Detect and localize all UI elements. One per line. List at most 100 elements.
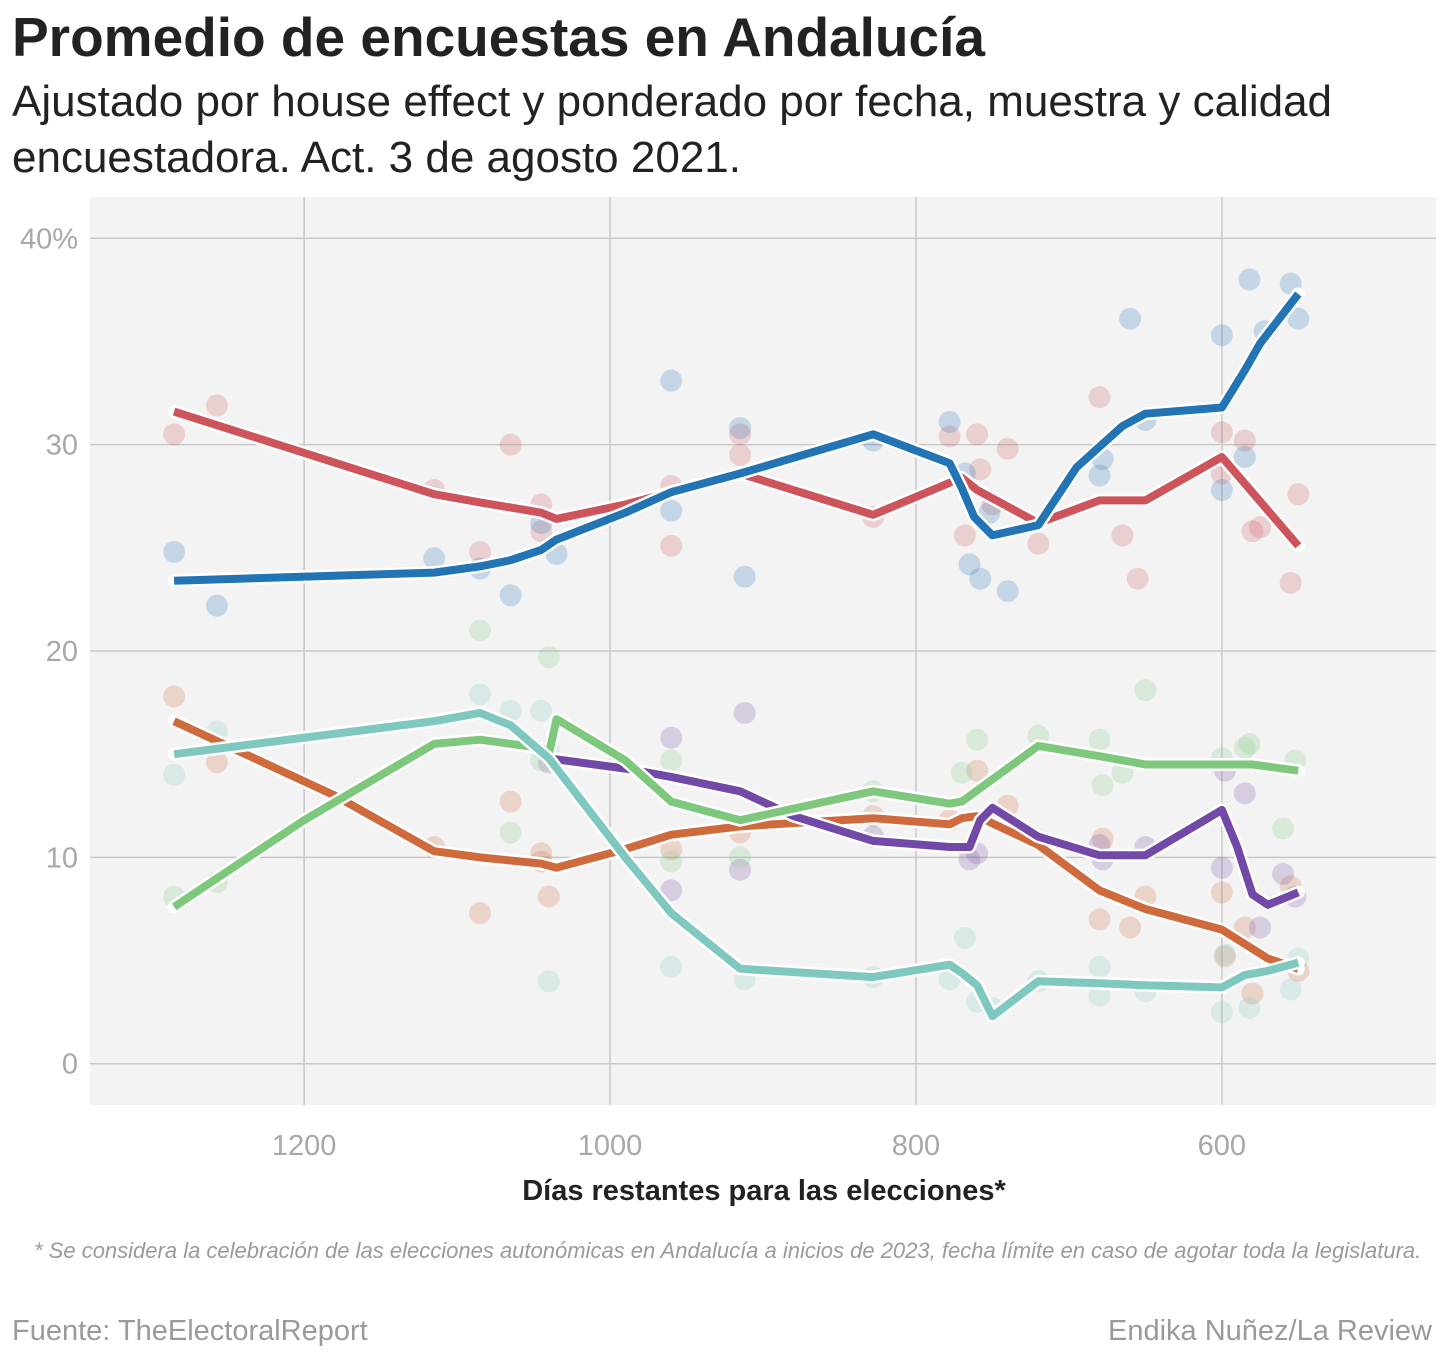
poll-points	[163, 268, 1310, 1024]
x-axis-ticks: 1200 1000 800 600	[272, 1130, 1246, 1162]
poll-point	[1119, 307, 1142, 330]
poll-point	[1238, 268, 1261, 291]
poll-point	[1233, 446, 1256, 469]
poll-point	[499, 433, 522, 456]
poll-point	[1091, 827, 1114, 850]
poll-point	[1088, 984, 1111, 1007]
poll-point	[966, 728, 989, 751]
poll-point	[938, 425, 961, 448]
poll-point	[660, 369, 683, 392]
poll-point	[953, 524, 976, 547]
poll-point	[1088, 908, 1111, 931]
series-line	[172, 407, 1302, 549]
poll-point	[969, 458, 992, 481]
series-line	[171, 715, 1299, 911]
poll-point	[1279, 978, 1302, 1001]
series-line	[172, 717, 1300, 973]
poll-point	[660, 749, 683, 772]
poll-point	[996, 437, 1019, 460]
poll-point	[537, 885, 560, 908]
source-text: Fuente: TheElectoralReport	[12, 1315, 368, 1347]
poll-point	[1241, 982, 1264, 1005]
poll-point	[729, 423, 752, 446]
poll-point	[660, 726, 683, 749]
poll-point	[1233, 782, 1256, 805]
poll-point	[1241, 520, 1264, 543]
poll-point	[950, 761, 973, 784]
poll-point	[530, 520, 553, 543]
grid-lines	[90, 197, 1436, 1105]
poll-point	[163, 685, 186, 708]
poll-point	[1210, 324, 1233, 347]
poll-point	[1249, 916, 1272, 939]
poll-point	[163, 540, 186, 563]
y-tick-label: 30	[46, 430, 78, 462]
poll-point	[660, 850, 683, 873]
footnote: * Se considera la celebración de las ele…	[34, 1238, 1422, 1263]
poll-point	[660, 534, 683, 557]
poll-point	[1088, 386, 1111, 409]
poll-point	[205, 751, 228, 774]
poll-point	[537, 970, 560, 993]
y-tick-label: 10	[46, 842, 78, 874]
poll-point	[499, 584, 522, 607]
y-tick-label: 40%	[20, 223, 78, 255]
series-line	[173, 708, 1300, 1021]
poll-point	[530, 699, 553, 722]
poll-point	[938, 410, 961, 433]
poll-point	[163, 423, 186, 446]
poll-point	[1210, 1001, 1233, 1024]
poll-point	[729, 846, 752, 869]
x-axis-label: Días restantes para las elecciones*	[522, 1175, 1006, 1207]
poll-point	[469, 902, 492, 925]
poll-point	[469, 619, 492, 642]
poll-point	[1134, 679, 1157, 702]
poll-point	[660, 838, 683, 861]
poll-point	[1233, 429, 1256, 452]
poll-point	[1287, 483, 1310, 506]
poll-point	[733, 565, 756, 588]
poll-point	[996, 580, 1019, 603]
y-tick-label: 0	[62, 1049, 78, 1081]
poll-point	[958, 553, 981, 576]
poll-point	[733, 701, 756, 724]
poll-point	[729, 443, 752, 466]
poll-point	[423, 547, 446, 570]
poll-point	[729, 858, 752, 881]
poll-point	[205, 394, 228, 417]
poll-point	[966, 759, 989, 782]
x-tick-label: 800	[892, 1130, 940, 1162]
poll-point	[1210, 479, 1233, 502]
poll-point	[660, 879, 683, 902]
poll-point	[1210, 856, 1233, 879]
poll-point	[660, 955, 683, 978]
poll-point	[1111, 524, 1134, 547]
poll-point	[1213, 945, 1236, 968]
poll-point	[1088, 728, 1111, 751]
y-tick-label: 20	[46, 636, 78, 668]
poll-point	[499, 821, 522, 844]
poll-point	[1249, 516, 1272, 539]
poll-point	[729, 417, 752, 440]
poll-point	[1238, 997, 1261, 1020]
series-lines	[167, 287, 1305, 1023]
poll-point	[958, 848, 981, 871]
page-title: Promedio de encuestas en Andalucía	[12, 6, 985, 68]
poll-point	[1287, 307, 1310, 330]
poll-point	[469, 540, 492, 563]
series-line	[173, 291, 1302, 585]
page-subtitle: Ajustado por house effect y ponderado po…	[12, 77, 1333, 182]
poll-point	[1088, 464, 1111, 487]
poll-point	[1119, 916, 1142, 939]
poll-point	[1027, 532, 1050, 555]
poll-point	[1233, 736, 1256, 759]
poll-point	[1210, 421, 1233, 444]
x-tick-label: 600	[1198, 1130, 1246, 1162]
y-axis-ticks: 0 10 20 30 40%	[20, 223, 78, 1080]
poll-point	[1272, 862, 1295, 885]
poll-point	[969, 567, 992, 590]
credit-text: Endika Nuñez/La Review	[1107, 1315, 1432, 1347]
x-tick-label: 1000	[578, 1130, 643, 1162]
poll-point	[1238, 732, 1261, 755]
poll-point	[660, 499, 683, 522]
